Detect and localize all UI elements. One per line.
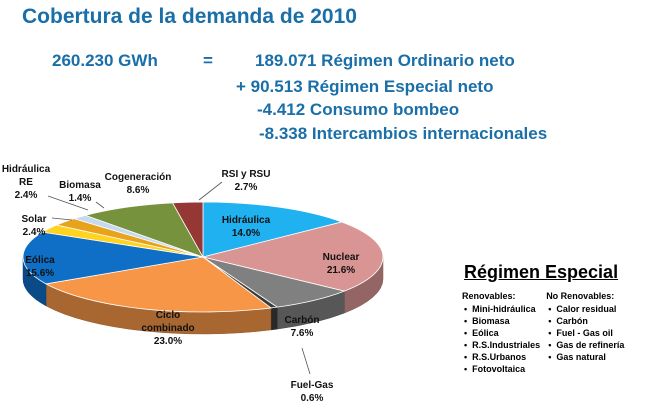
- data-label-rsi-y-rsu: RSI y RSU 2.7%: [222, 169, 271, 193]
- data-label-carbon: Carbón 7.6%: [285, 315, 320, 339]
- equation-line-bombeo: -4.412 Consumo bombeo: [257, 100, 460, 119]
- regimen-especial-title: Régimen Especial: [464, 262, 619, 282]
- renovables-item: Biomasa: [462, 315, 540, 327]
- pie-slice-hidraulica: [202, 201, 344, 258]
- no-renovables-item: Gas natural: [546, 351, 624, 363]
- pie-chart: Hidráulica 14.0% Nuclear 21.6% Carbón 7.6% Fue…: [2, 164, 384, 404]
- pie-slice-eolica: [22, 231, 204, 285]
- total-demand: 260.230 GWh: [52, 51, 158, 70]
- no-renovables-item: Calor residual: [546, 303, 624, 315]
- page-title: Cobertura de la demanda de 2010: [22, 5, 357, 28]
- regimen-especial-legend: Régimen Especial Renovables: Mini-hidráu…: [462, 262, 642, 375]
- data-label-eolica: Eólica 15.6%: [25, 255, 55, 279]
- data-label-ciclo-combinado: Ciclo combinado 23.0%: [141, 310, 194, 347]
- leader-line-fuel-gas: [301, 347, 311, 375]
- renovables-item: R.S.Industriales: [462, 339, 540, 351]
- no-renovables-header: No Renovables:: [546, 291, 615, 301]
- data-label-biomasa: Biomasa 1.4%: [59, 180, 101, 204]
- renovables-item: Fotovoltaica: [462, 363, 540, 375]
- equation-line-intercambios: -8.338 Intercambios internacionales: [259, 124, 548, 143]
- renovables-header: Renovables:: [462, 291, 516, 301]
- data-label-fuel-gas: Fuel-Gas 0.6%: [291, 380, 334, 404]
- leader-line-biomasa: [95, 201, 105, 209]
- no-renovables-column: No Renovables: Calor residual Carbón Fue…: [546, 291, 624, 375]
- data-label-nuclear: Nuclear 21.6%: [323, 252, 360, 276]
- no-renovables-item: Carbón: [546, 315, 624, 327]
- renovables-item: Mini-hidráulica: [462, 303, 540, 315]
- equals-sign: =: [203, 51, 213, 70]
- equation-line-ordinario: 189.071 Régimen Ordinario neto: [255, 51, 515, 70]
- data-label-solar: Solar 2.4%: [21, 214, 46, 238]
- renovables-item: Eólica: [462, 327, 540, 339]
- leader-line-rsi-y-rsu: [198, 181, 223, 201]
- data-label-cogeneracion: Cogeneración 8.6%: [105, 172, 172, 196]
- pie-slice-ciclo-combinado: [44, 256, 272, 313]
- data-label-hidraulica: Hidráulica 14.0%: [222, 215, 271, 239]
- leader-line-solar: [51, 217, 73, 221]
- no-renovables-item: Fuel - Gas oil: [546, 327, 624, 339]
- leader-line-hidraulica-re: [47, 195, 89, 211]
- no-renovables-item: Gas de refinería: [546, 339, 624, 351]
- pie-slice-cogeneracion: [84, 202, 204, 258]
- renovables-column: Renovables: Mini-hidráulica Biomasa Eóli…: [462, 291, 540, 375]
- pie-slice-nuclear: [202, 221, 384, 292]
- renovables-item: R.S.Urbanos: [462, 351, 540, 363]
- data-label-hidraulica-re: Hidráulica RE 2.4%: [2, 164, 51, 201]
- pie-side-fuel-gas: [270, 306, 278, 331]
- pie-slice-rsi-y-rsu: [171, 201, 204, 259]
- equation-line-especial: + 90.513 Régimen Especial neto: [236, 77, 494, 96]
